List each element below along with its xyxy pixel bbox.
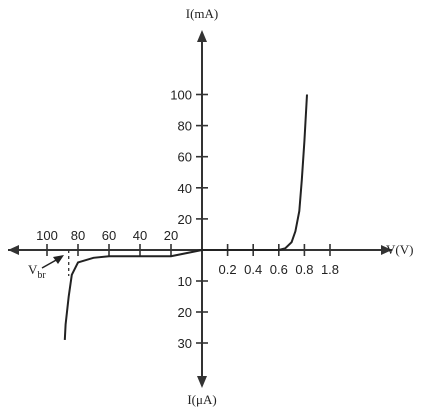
- y-tick-label-positive: 60: [178, 150, 192, 165]
- y-tick-label-positive: 100: [170, 88, 192, 103]
- breakdown-arrow-head: [53, 255, 64, 264]
- x-tick-label-positive: 0.4: [244, 262, 262, 277]
- x-tick-label-negative: 20: [164, 228, 178, 243]
- x-tick-label-positive: 0.2: [219, 262, 237, 277]
- x-tick-label-negative: 60: [102, 228, 116, 243]
- y-tick-label-positive: 40: [178, 181, 192, 196]
- y-axis-up-arrow: [197, 30, 207, 42]
- x-tick-label-negative: 40: [133, 228, 147, 243]
- reverse-bias-curve: [63, 249, 203, 340]
- y-tick-label-negative: 10: [178, 274, 192, 289]
- x-axis-left-arrow: [8, 245, 19, 255]
- y-tick-label-positive: 80: [178, 119, 192, 134]
- x-tick-label-negative: 80: [71, 228, 85, 243]
- x-tick-label-positive: 0.6: [270, 262, 288, 277]
- y-tick-label-negative: 20: [178, 305, 192, 320]
- y-axis-label-top: I(mA): [186, 6, 219, 21]
- breakdown-arrow-line: [41, 258, 59, 269]
- x-axis-right-arrow: [381, 245, 392, 255]
- x-tick-label-positive: 1.8: [321, 262, 339, 277]
- y-axis-label-bottom: I(μA): [187, 392, 216, 407]
- x-axis-label: V(V): [386, 242, 413, 257]
- breakdown-voltage-label: Vbr: [28, 262, 46, 281]
- x-tick-label-negative: 100: [36, 228, 58, 243]
- forward-bias-curve: [202, 94, 308, 251]
- y-axis-down-arrow: [197, 376, 207, 388]
- x-tick-label-positive: 0.8: [295, 262, 313, 277]
- y-tick-label-positive: 20: [178, 212, 192, 227]
- y-tick-label-negative: 30: [178, 336, 192, 351]
